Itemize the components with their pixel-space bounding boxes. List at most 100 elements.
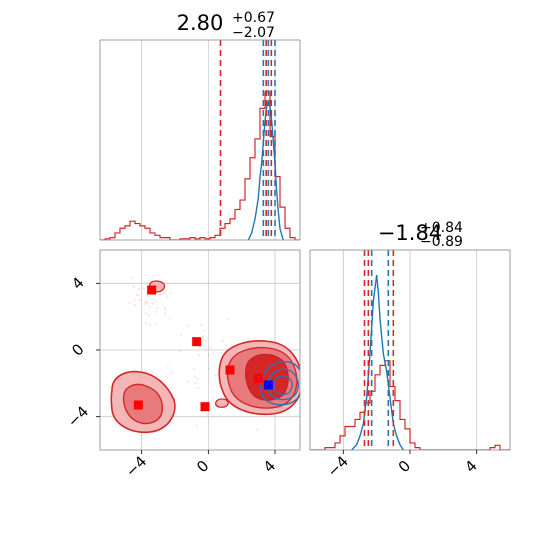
red-square-marker [133,400,143,410]
blue-density-curve [351,274,404,450]
blue-contour-mid [266,368,299,401]
scatter-point [221,340,225,343]
scatter-point [144,322,148,325]
scatter-point [144,312,147,315]
joint-panel: 4 0 −4 −4 0 4 [64,249,301,481]
scatter-point [215,374,218,377]
marginal-y-panel: −4 0 4 −1.84 +0.84 −0.89 [309,220,511,481]
red-square-marker [253,373,263,383]
joint-y-tick-label: 4 [68,274,87,293]
marginal-x-frame [99,39,301,241]
marginal-x-title: 2.80 [177,11,224,35]
scatter-point [142,287,145,290]
scatter-point [131,276,134,279]
scatter-point [209,346,212,349]
scatter-point [201,336,204,339]
scatter-point [137,294,140,297]
scatter-point [156,306,159,310]
scatter-point [201,334,204,338]
scatter-point [213,374,216,377]
marginal-x-title-plus: +0.67 [232,10,275,26]
contour-island-mid [214,398,229,408]
scatter-point [133,299,136,302]
scatter-point [138,298,141,302]
scatter-point [193,367,196,370]
marginal-x-title-minus: −2.07 [232,25,275,41]
scatter-point [186,324,189,327]
red-histogram [100,91,300,240]
scatter-point [211,351,215,354]
marginal-y-title-minus: −0.89 [420,234,463,250]
scatter-point [166,364,169,367]
marginal-y-grid [342,250,478,450]
scatter-point [154,300,157,303]
scatter-point [197,353,201,357]
scatter-point [158,292,162,296]
scatter-point [203,329,206,332]
scatter-point [147,295,150,298]
scatter-point [207,353,211,357]
scatter-point [108,387,111,390]
blue-contour-outer [259,361,300,406]
marginal-y-title: −1.84 [378,221,442,245]
scatter-point [145,299,148,302]
joint-y-tick-label: −4 [64,402,92,430]
scatter-point [255,428,259,431]
marginal-y-x-tick-label: 0 [395,457,414,476]
scatter-point [155,374,158,377]
scatter-point [150,279,153,282]
scatter-point [227,318,230,321]
joint-y-ticks: 4 0 −4 [64,274,100,431]
scatter-point [128,301,132,304]
joint-markers [133,285,273,412]
scatter-point [196,377,199,381]
joint-x-ticks: −4 0 4 [122,450,279,481]
joint-x-tick-label: 4 [260,457,279,476]
scatter-point [143,303,146,307]
joint-x-tick-label: −4 [122,452,150,480]
scatter-point [133,303,137,307]
scatter-point [146,301,149,304]
scatter-point [170,291,173,295]
scatter-point [158,293,161,297]
scatter-point [204,339,207,342]
scatter-point [197,387,200,390]
scatter-point [194,382,197,385]
scatter-point [178,350,182,353]
marginal-x-panel: 2.80 +0.67 −2.07 [99,10,301,241]
red-square-marker [147,285,157,295]
scatter-point [145,302,148,305]
scatter-point [137,288,141,291]
scatter-point [163,306,166,309]
red-square-marker [225,365,235,375]
blue-density-curve [247,99,285,240]
blue-square-marker [263,380,273,390]
red-histogram [310,360,510,450]
scatter-point [149,324,152,327]
scatter-point [224,344,228,347]
scatter-point [162,291,165,295]
scatter-point [194,375,197,378]
scatter-point [145,294,148,297]
marginal-y-x-tick-label: 4 [461,457,480,476]
scatter-point [143,301,146,304]
scatter-point [200,323,203,327]
scatter-point [135,294,138,297]
contour-left-inner [122,383,164,425]
scatter-point [148,306,151,309]
scatter-point [155,322,158,325]
scatter-point [207,367,210,370]
scatter-point [205,413,209,416]
scatter-point [166,295,169,299]
scatter-point [168,317,172,320]
marginal-y-x-ticks: −4 0 4 [324,450,481,481]
scatter-point [195,424,198,427]
scatter-point [155,310,158,313]
red-square-marker [200,402,210,412]
scatter-point [151,302,155,305]
scatter-point [179,333,183,336]
marginal-x-plot [100,40,300,240]
scatter-point [164,309,167,312]
scatter-point [147,313,151,317]
